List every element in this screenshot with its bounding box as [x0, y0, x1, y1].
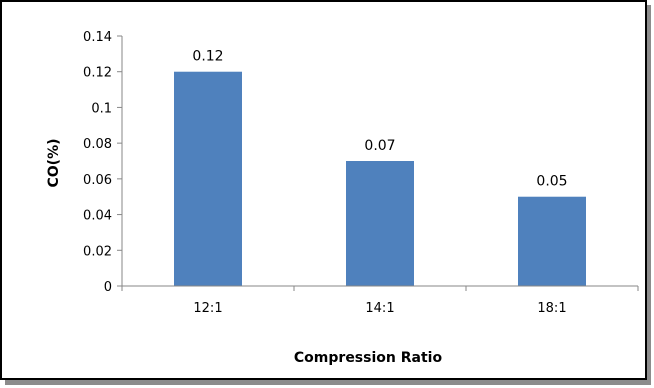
x-axis-title: Compression Ratio	[294, 350, 443, 366]
chart-frame	[0, 0, 647, 380]
x-axis-tick-labels: 12:1 14:1 18:1	[193, 301, 566, 316]
bar	[174, 71, 242, 286]
bar	[518, 196, 586, 286]
bar-data-label: 0.05	[536, 174, 567, 190]
x-tick-label: 14:1	[365, 301, 394, 316]
y-tick-label: 0	[104, 280, 112, 295]
y-tick-label: 0.14	[83, 30, 112, 45]
bar-data-labels: 0.12 0.07 0.05	[192, 49, 567, 190]
y-axis-ticks	[117, 35, 122, 287]
x-tick-label: 18:1	[537, 301, 566, 316]
y-tick-label: 0.12	[83, 66, 112, 81]
y-axis-title: CO(%)	[46, 139, 62, 188]
y-tick-label: 0.1	[91, 101, 112, 116]
bar-data-label: 0.12	[192, 49, 223, 65]
x-axis-ticks	[121, 286, 639, 291]
y-tick-label: 0.06	[83, 173, 112, 188]
bar	[346, 161, 414, 286]
y-tick-label: 0.08	[83, 137, 112, 152]
bar-data-label: 0.07	[364, 138, 395, 154]
y-tick-label: 0.04	[83, 209, 112, 224]
y-tick-label: 0.02	[83, 244, 112, 259]
y-axis-tick-labels: 0 0.02 0.04 0.06 0.08 0.1 0.12 0.14	[83, 30, 112, 295]
bars	[174, 71, 586, 286]
x-tick-label: 12:1	[193, 301, 222, 316]
